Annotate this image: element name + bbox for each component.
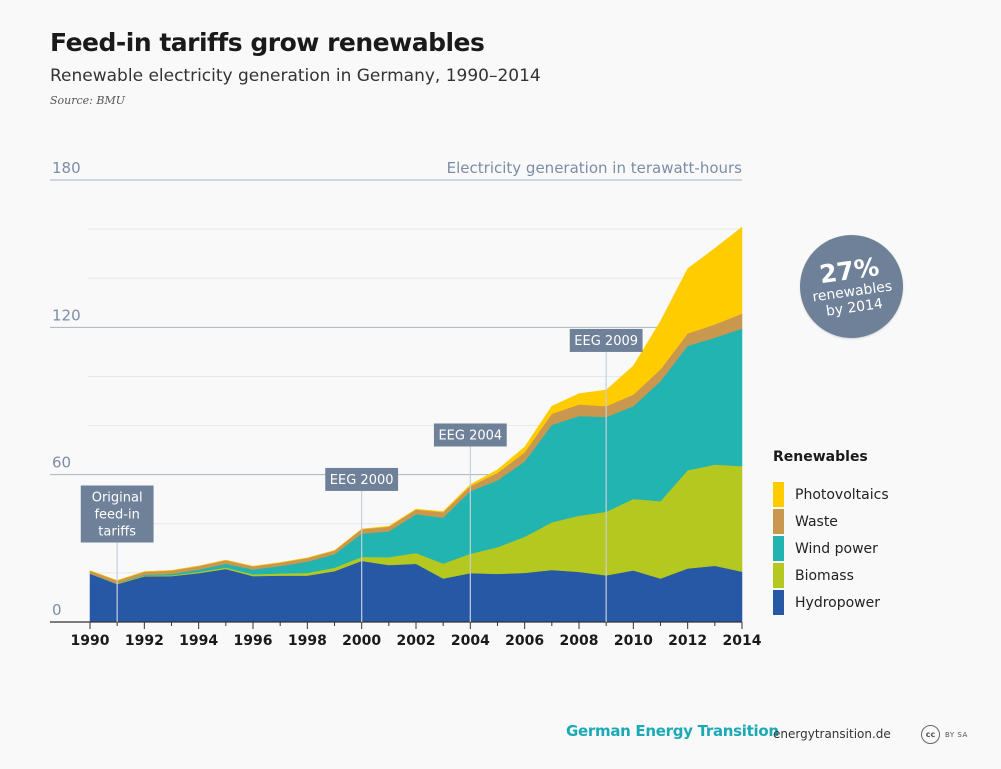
legend-item-waste: Waste [773,508,889,535]
annotation-label: Original [92,491,143,506]
x-tick-label: 2012 [668,633,707,649]
x-tick-label: 1992 [125,633,164,649]
cc-circle: cc [921,725,940,744]
chart-title: Feed-in tariffs grow renewables [50,28,485,57]
legend-title: Renewables [773,449,868,465]
footer-brand: German Energy Transition [566,722,779,740]
chart-subtitle: Renewable electricity generation in Germ… [50,66,541,86]
footer-url[interactable]: energytransition.de [773,727,891,741]
area-photovoltaics [89,226,743,581]
legend-label: Waste [795,513,838,530]
x-tick-label: 1994 [179,633,218,649]
y-tick-label: 0 [52,601,62,619]
legend-swatch [773,482,784,507]
x-tick-label: 2008 [560,633,599,649]
x-tick-label: 1998 [288,633,327,649]
x-tick-label: 2000 [342,633,381,649]
cc-icon: cc BY SA [921,725,968,744]
legend: Renewables Photovoltaics Waste Wind powe… [773,449,889,616]
annotation-box [569,328,643,352]
legend-swatch [773,590,784,615]
x-tick-label: 1996 [234,633,273,649]
legend-swatch [773,536,784,561]
annotation-label: EEG 2000 [330,473,394,488]
x-tick-label: 2006 [505,633,544,649]
y-tick-label: 60 [52,454,71,472]
annotation-label: feed-in [94,508,139,523]
annotation-label: tariffs [98,525,136,540]
legend-item-photovoltaics: Photovoltaics [773,481,889,508]
legend-label: Wind power [795,540,878,557]
legend-swatch [773,563,784,588]
annotation-box [325,467,399,491]
annotation-box [433,423,507,447]
legend-swatch [773,509,784,534]
y-axis-label: Electricity generation in terawatt-hours [447,159,743,177]
x-tick-label: 2002 [397,633,436,649]
legend-label: Hydropower [795,594,880,611]
annotation-label: EEG 2009 [574,334,638,349]
x-tick-label: 2010 [614,633,653,649]
legend-item-biomass: Biomass [773,562,889,589]
annotation-box [80,485,154,543]
y-tick-label: 180 [52,159,81,177]
chart-source: Source: BMU [50,94,125,107]
legend-label: Biomass [795,567,854,584]
legend-item-wind-power: Wind power [773,535,889,562]
x-tick-label: 2004 [451,633,490,649]
y-tick-label: 120 [52,306,81,324]
x-tick-label: 2014 [723,633,762,649]
x-tick-label: 1990 [71,633,110,649]
legend-label: Photovoltaics [795,486,889,503]
cc-license-text: BY SA [945,730,968,739]
legend-item-hydropower: Hydropower [773,589,889,616]
annotation-label: EEG 2004 [438,428,502,443]
